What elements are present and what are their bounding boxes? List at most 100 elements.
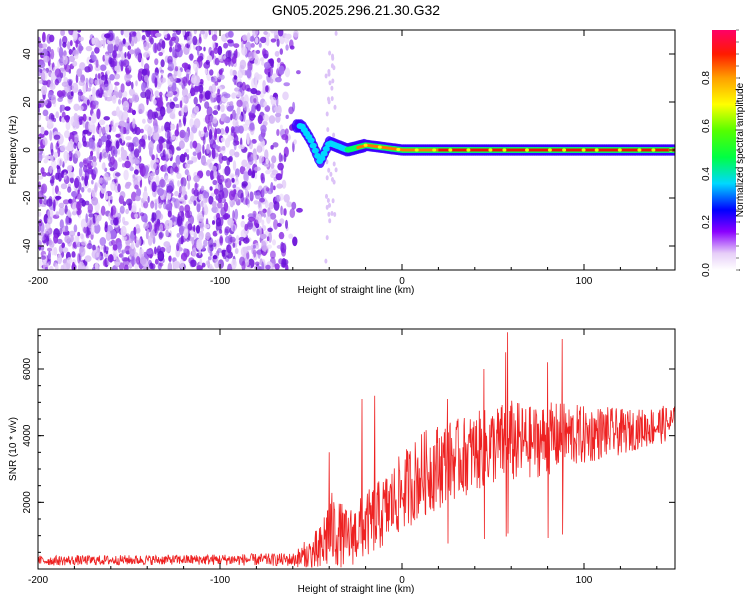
spectrogram-panel: -200 -100 0 100 40 20 0 -20 -40 Height of straig… bbox=[8, 29, 676, 296]
heatmap-noise-cell bbox=[77, 189, 80, 194]
heatmap-noise-cell bbox=[268, 58, 275, 67]
heatmap-noise-cell bbox=[273, 30, 279, 40]
heatmap-noise-cell bbox=[48, 265, 54, 270]
heatmap-noise-cell bbox=[41, 85, 48, 96]
heatmap-noise-cell bbox=[265, 187, 270, 192]
heatmap-noise-cell bbox=[218, 189, 225, 200]
heatmap-noise-cell bbox=[80, 240, 87, 246]
heatmap-noise-cell bbox=[53, 247, 58, 256]
heatmap-noise-cell bbox=[241, 46, 248, 56]
heatmap-noise-cell bbox=[169, 101, 175, 110]
heatmap-noise-cell bbox=[155, 32, 162, 38]
heatmap-noise-cell bbox=[88, 116, 92, 121]
signal-track-core bbox=[607, 148, 610, 152]
heatmap-noise-cell bbox=[273, 106, 279, 112]
heatmap-noise-cell bbox=[54, 78, 59, 86]
heatmap-noise-cell bbox=[94, 147, 101, 152]
heatmap-noise-cell bbox=[69, 40, 73, 47]
heatmap-noise-cell bbox=[332, 132, 336, 138]
heatmap-noise-cell bbox=[277, 162, 284, 171]
heatmap-noise-cell bbox=[154, 258, 159, 265]
heatmap-noise-cell bbox=[257, 248, 261, 259]
signal-track-core bbox=[420, 148, 423, 152]
heatmap-noise-cell bbox=[127, 52, 131, 60]
heatmap-noise-cell bbox=[85, 265, 89, 270]
heatmap-noise-cell bbox=[128, 153, 135, 159]
heatmap-noise-cell bbox=[245, 119, 251, 126]
heatmap-noise-cell bbox=[125, 240, 131, 245]
heatmap-noise-cell bbox=[87, 187, 92, 193]
heatmap-noise-cell bbox=[228, 173, 235, 178]
heatmap-noise-cell bbox=[76, 201, 82, 211]
heatmap-noise-cell bbox=[181, 96, 187, 103]
heatmap-noise-cell bbox=[53, 234, 59, 244]
heatmap-noise-cell bbox=[101, 162, 105, 170]
signal-track-core bbox=[382, 145, 385, 149]
heatmap-noise-cell bbox=[109, 156, 115, 166]
heatmap-noise-cell bbox=[241, 159, 248, 168]
heatmap-noise-cell bbox=[212, 255, 218, 260]
heatmap-noise-cell bbox=[56, 253, 63, 265]
heatmap-noise-cell bbox=[58, 206, 65, 216]
heatmap-noise-cell bbox=[85, 45, 93, 52]
heatmap-noise-cell bbox=[158, 232, 163, 240]
signal-track-core bbox=[514, 148, 517, 152]
heatmap-noise-cell bbox=[114, 172, 121, 177]
spectrogram-x-tick-label: 100 bbox=[576, 276, 593, 287]
heatmap-noise-cell bbox=[228, 190, 235, 201]
heatmap-noise-cell bbox=[203, 239, 208, 247]
heatmap-noise-cell bbox=[241, 183, 247, 189]
heatmap-noise-cell bbox=[117, 183, 121, 193]
signal-track-core bbox=[427, 148, 430, 152]
signal-track-core bbox=[405, 148, 408, 152]
signal-track-core bbox=[409, 148, 412, 152]
heatmap-noise-cell bbox=[232, 225, 236, 232]
heatmap-noise-cell bbox=[132, 174, 136, 179]
heatmap-noise-cell bbox=[248, 216, 255, 222]
heatmap-noise-cell bbox=[182, 200, 187, 205]
heatmap-noise-cell bbox=[251, 34, 255, 42]
heatmap-noise-cell bbox=[59, 227, 63, 235]
heatmap-noise-cell bbox=[257, 143, 262, 153]
heatmap-noise-cell bbox=[123, 30, 130, 38]
snr-marks bbox=[38, 332, 675, 568]
signal-track-core bbox=[600, 148, 603, 152]
heatmap-noise-cell bbox=[157, 188, 165, 196]
signal-track-core bbox=[614, 148, 618, 152]
heatmap-noise-cell bbox=[176, 172, 182, 179]
heatmap-noise-cell bbox=[88, 124, 95, 133]
heatmap-noise-cell bbox=[42, 152, 45, 159]
heatmap-noise-cell bbox=[174, 129, 180, 137]
heatmap-noise-cell bbox=[93, 223, 101, 234]
heatmap-noise-cell bbox=[95, 89, 101, 97]
heatmap-noise-cell bbox=[182, 30, 186, 36]
heatmap-noise-cell bbox=[38, 47, 44, 53]
heatmap-noise-cell bbox=[164, 121, 171, 133]
heatmap-noise-cell bbox=[187, 160, 194, 165]
heatmap-noise-cell bbox=[212, 117, 218, 124]
heatmap-noise-cell bbox=[232, 198, 236, 206]
heatmap-noise-cell bbox=[220, 137, 225, 143]
heatmap-noise-cell bbox=[158, 38, 164, 48]
heatmap-noise-cell bbox=[140, 256, 147, 265]
signal-track-core bbox=[418, 148, 421, 152]
heatmap-noise-cell bbox=[179, 259, 185, 270]
heatmap-noise-cell bbox=[231, 55, 237, 64]
heatmap-noise-cell bbox=[91, 112, 97, 124]
heatmap-noise-cell bbox=[248, 51, 255, 61]
heatmap-noise-cell bbox=[135, 80, 138, 87]
heatmap-noise-cell bbox=[100, 74, 107, 81]
heatmap-noise-cell bbox=[203, 191, 210, 199]
heatmap-noise-cell bbox=[132, 159, 140, 165]
heatmap-noise-cell bbox=[115, 106, 120, 117]
heatmap-noise-cell bbox=[167, 262, 173, 270]
heatmap-noise-cell bbox=[211, 92, 217, 98]
heatmap-noise-cell bbox=[41, 43, 48, 48]
heatmap-noise-cell bbox=[77, 30, 82, 33]
signal-track-core bbox=[560, 148, 563, 152]
heatmap-noise-cell bbox=[113, 217, 119, 226]
heatmap-noise-cell bbox=[101, 126, 106, 136]
heatmap-noise-cell bbox=[221, 113, 227, 122]
heatmap-noise-cell bbox=[249, 122, 255, 131]
heatmap-noise-cell bbox=[202, 245, 206, 251]
